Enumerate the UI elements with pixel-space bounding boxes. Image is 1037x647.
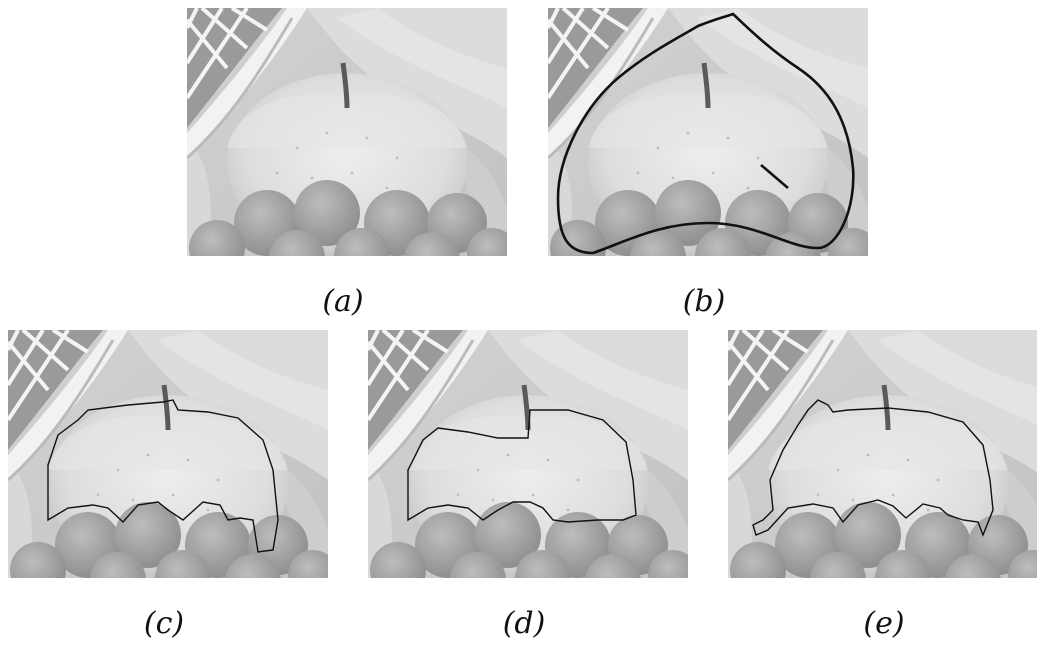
panel-b-image	[548, 8, 868, 256]
caption-d: (d)	[502, 606, 546, 641]
user-scribble-outline	[556, 12, 855, 255]
panel-a-image	[187, 8, 507, 256]
apple-grapes-photo-contour-d	[368, 330, 688, 578]
user-scribble-line	[760, 164, 789, 189]
apple-grapes-photo-contour-e	[728, 330, 1037, 578]
apple-grapes-photo-contour-c	[8, 330, 328, 578]
apple-grapes-photo	[187, 8, 507, 256]
panel-c-image	[8, 330, 328, 578]
apple-grapes-photo-with-scribble	[548, 8, 868, 256]
caption-c: (c)	[143, 606, 185, 641]
caption-a: (a)	[322, 284, 364, 319]
segmentation-contour-c	[47, 399, 279, 553]
segmentation-contour-d	[407, 409, 637, 523]
caption-b: (b)	[682, 284, 726, 319]
segmentation-contour-e	[752, 399, 994, 537]
caption-e: (e)	[863, 606, 905, 641]
panel-e-image	[728, 330, 1037, 578]
panel-d-image	[368, 330, 688, 578]
